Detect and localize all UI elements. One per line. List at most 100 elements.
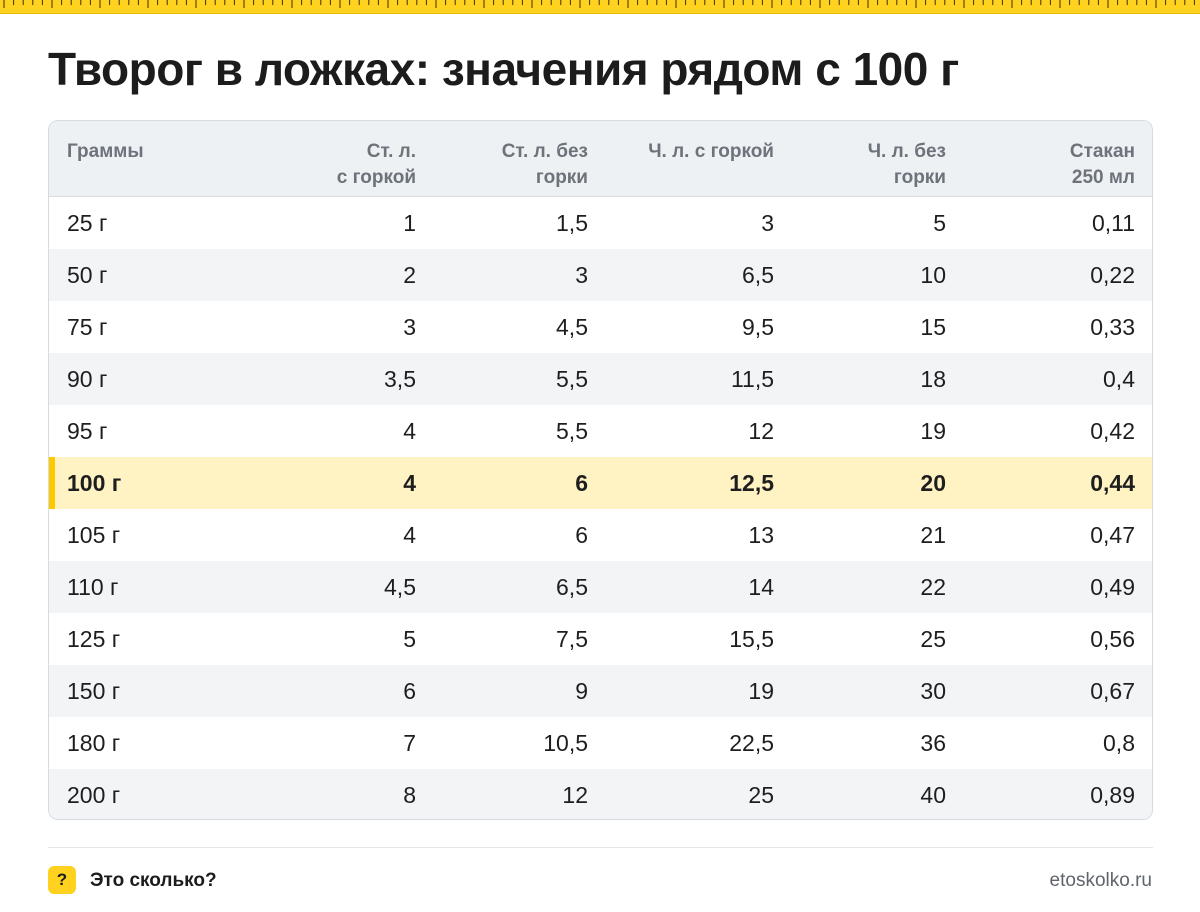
header-tsp-level: Ч. л. без горки [867, 141, 946, 188]
table-cell: 1 [403, 209, 416, 236]
table-cell: 12 [748, 417, 774, 444]
footer-divider [48, 847, 1153, 848]
table-cell: 10,5 [543, 729, 588, 756]
table-cell: 125 г [67, 625, 121, 652]
table-cell: 0,89 [1090, 781, 1135, 808]
site-url[interactable]: etoskolko.ru [1049, 870, 1152, 891]
table-cell: 25 [748, 781, 774, 808]
table-cell: 4 [403, 521, 416, 548]
table-cell: 4,5 [384, 573, 416, 600]
header-tbsp-heaped: Ст. л. с горкой [336, 141, 416, 188]
table-cell: 9 [575, 677, 588, 704]
header-glass: Стакан 250 мл [1069, 141, 1135, 188]
brand-name: Это сколько? [90, 870, 217, 891]
table-cell: 15 [920, 313, 946, 340]
table-row: 180 г 7 10,5 22,5 36 0,8 [49, 717, 1152, 769]
table-cell: 7,5 [556, 625, 588, 652]
table-cell: 5,5 [556, 417, 588, 444]
table-cell: 12 [562, 781, 588, 808]
table-cell: 200 г [67, 781, 121, 808]
table-cell: 5 [403, 625, 416, 652]
table-cell: 22 [920, 573, 946, 600]
table-cell: 36 [920, 729, 946, 756]
table-cell: 95 г [67, 417, 108, 444]
table-cell: 6 [403, 677, 416, 704]
table-cell: 0,67 [1090, 677, 1135, 704]
table-row: 50 г 2 3 6,5 10 0,22 [49, 249, 1152, 301]
table-cell: 6,5 [556, 573, 588, 600]
table-cell: 40 [920, 781, 946, 808]
table-cell: 0,56 [1090, 625, 1135, 652]
table-row: 200 г 8 12 25 40 0,89 [49, 769, 1152, 819]
table-cell: 0,44 [1090, 469, 1135, 496]
table-cell: 19 [920, 417, 946, 444]
table-cell: 3 [403, 313, 416, 340]
table-row: 95 г 4 5,5 12 19 0,42 [49, 405, 1152, 457]
table-cell: 6,5 [742, 261, 774, 288]
table-cell: 12,5 [729, 469, 774, 496]
table-row: 110 г 4,5 6,5 14 22 0,49 [49, 561, 1152, 613]
table-cell: 6 [575, 521, 588, 548]
table-cell: 22,5 [729, 729, 774, 756]
table-body: 25 г 1 1,5 3 5 0,11 50 г 2 3 6,5 10 0,22 75 г 3 4,5 9,5… [49, 197, 1152, 819]
table-cell: 8 [403, 781, 416, 808]
table-cell: 21 [920, 521, 946, 548]
table-cell: 50 г [67, 261, 108, 288]
table-row: 105 г 4 6 13 21 0,47 [49, 509, 1152, 561]
table-cell: 90 г [67, 365, 108, 392]
table-cell: 0,11 [1091, 209, 1135, 236]
table-row: 125 г 5 7,5 15,5 25 0,56 [49, 613, 1152, 665]
table-cell: 0,42 [1090, 417, 1135, 444]
table-row: 75 г 3 4,5 9,5 15 0,33 [49, 301, 1152, 353]
table-cell: 25 [920, 625, 946, 652]
header-grams: Граммы [67, 141, 144, 162]
table-cell: 0,8 [1103, 729, 1135, 756]
table-cell: 10 [920, 261, 946, 288]
table-cell: 6 [575, 469, 588, 496]
table-cell: 3 [575, 261, 588, 288]
table-cell: 18 [920, 365, 946, 392]
table-cell: 5 [933, 209, 946, 236]
table-cell: 11,5 [730, 365, 774, 392]
table-cell: 15,5 [729, 625, 774, 652]
table-cell: 5,5 [556, 365, 588, 392]
ruler-strip [0, 0, 1200, 14]
table-cell: 180 г [67, 729, 121, 756]
table-cell: 4 [403, 469, 416, 496]
table-cell: 0,33 [1090, 313, 1135, 340]
table-cell: 0,22 [1090, 261, 1135, 288]
table-cell: 105 г [67, 521, 121, 548]
table-row-highlighted: 100 г 4 6 12,5 20 0,44 [49, 457, 1152, 509]
table-cell: 9,5 [742, 313, 774, 340]
table-cell: 2 [403, 261, 416, 288]
page-title: Творог в ложках: значения рядом с 100 г [48, 43, 959, 95]
table-cell: 13 [748, 521, 774, 548]
table-cell: 7 [403, 729, 416, 756]
conversion-table: Граммы Ст. л. с горкой Ст. л. без горки … [48, 120, 1153, 820]
table-header: Граммы Ст. л. с горкой Ст. л. без горки … [49, 121, 1152, 197]
ruler-ticks [3, 0, 1195, 8]
table-cell: 150 г [67, 677, 121, 704]
table-cell: 14 [748, 573, 774, 600]
table-cell: 75 г [67, 313, 108, 340]
header-tbsp-level: Ст. л. без горки [501, 141, 588, 188]
table-cell: 0,49 [1090, 573, 1135, 600]
table-cell: 0,47 [1090, 521, 1135, 548]
header-tsp-heaped: Ч. л. с горкой [648, 141, 774, 162]
table-cell: 4,5 [556, 313, 588, 340]
table-cell: 100 г [67, 469, 122, 496]
table-cell: 1,5 [556, 209, 588, 236]
table-cell: 4 [403, 417, 416, 444]
brand-question-icon: ? [48, 866, 76, 894]
table-cell: 110 г [67, 573, 119, 600]
table-row: 25 г 1 1,5 3 5 0,11 [49, 197, 1152, 249]
table-row: 150 г 6 9 19 30 0,67 [49, 665, 1152, 717]
table-cell: 19 [748, 677, 774, 704]
table-cell: 25 г [67, 209, 108, 236]
table-cell: 3 [761, 209, 774, 236]
table-cell: 0,4 [1103, 365, 1135, 392]
table-cell: 20 [920, 469, 946, 496]
table-cell: 3,5 [384, 365, 416, 392]
table-row: 90 г 3,5 5,5 11,5 18 0,4 [49, 353, 1152, 405]
table-cell: 30 [920, 677, 946, 704]
